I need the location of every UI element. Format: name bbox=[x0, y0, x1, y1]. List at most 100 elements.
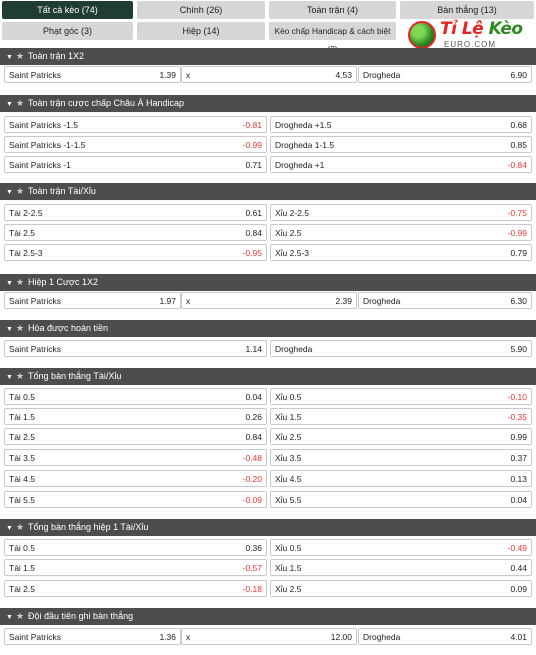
odds-cell-right[interactable]: Drogheda 1-1.5 0.85 bbox=[270, 136, 532, 153]
caret-down-icon[interactable]: ▼ bbox=[6, 280, 13, 287]
star-icon[interactable]: ★ bbox=[16, 277, 25, 287]
caret-down-icon[interactable]: ▼ bbox=[6, 614, 13, 621]
odds-cell-left[interactable]: Tài 2.5 -0.18 bbox=[4, 580, 267, 597]
odds-cell-draw[interactable]: x 12.00 bbox=[181, 628, 357, 645]
selection-label: Drogheda bbox=[363, 296, 401, 306]
tab-full-match[interactable]: Toàn trận (4) bbox=[269, 1, 396, 19]
odds-cell-left[interactable]: Tài 2-2.5 0.61 bbox=[4, 204, 267, 221]
selection-label: Tài 0.5 bbox=[9, 392, 35, 402]
odds-value: 0.37 bbox=[510, 453, 527, 463]
odds-cell-away[interactable]: Drogheda 6.30 bbox=[358, 292, 532, 309]
odds-cell-left[interactable]: Tài 2.5-3 -0.95 bbox=[4, 244, 267, 261]
odds-cell-left[interactable]: Saint Patricks -1-1.5 -0.99 bbox=[4, 136, 267, 153]
odds-value: -0.95 bbox=[242, 248, 262, 258]
odds-cell-right[interactable]: Drogheda +1 -0.84 bbox=[270, 156, 532, 173]
tilekeo-logo[interactable]: Tỉ Lệ Kèo EURO.COM bbox=[406, 18, 534, 52]
odds-cell-home[interactable]: Saint Patricks 1.97 bbox=[4, 292, 181, 309]
tab-goals[interactable]: Bàn thắng (13) bbox=[400, 1, 534, 19]
tab-handicap-margin[interactable]: Kèo chấp Handicap & cách biệt (3) bbox=[269, 22, 396, 54]
star-icon[interactable]: ★ bbox=[16, 371, 25, 381]
odds-cell-home[interactable]: Saint Patricks 1.36 bbox=[4, 628, 181, 645]
star-icon[interactable]: ★ bbox=[16, 186, 25, 196]
odds-cell-left[interactable]: Tài 1.5 -0.57 bbox=[4, 559, 267, 576]
selection-label: Xỉu 2-2.5 bbox=[275, 208, 310, 218]
section-header[interactable]: ▼ ★ Hiệp 1 Cược 1X2 bbox=[0, 274, 536, 291]
odds-cell-left[interactable]: Tài 0.5 0.04 bbox=[4, 388, 267, 405]
odds-value: 0.44 bbox=[510, 563, 527, 573]
caret-down-icon[interactable]: ▼ bbox=[6, 101, 13, 108]
logo-title: Tỉ Lệ Kèo bbox=[440, 19, 523, 39]
market-tabs: Tất cả kèo (74) Chính (26) Toàn trận (4)… bbox=[0, 0, 536, 54]
caret-down-icon[interactable]: ▼ bbox=[6, 189, 13, 196]
odds-cell-left[interactable]: Saint Patricks 1.14 bbox=[4, 340, 267, 357]
odds-cell-right[interactable]: Xỉu 3.5 0.37 bbox=[270, 449, 532, 466]
odds-cell-right[interactable]: Xỉu 2.5 -0.99 bbox=[270, 224, 532, 241]
section-header[interactable]: ▼ ★ Tổng bàn thắng hiệp 1 Tài/Xỉu bbox=[0, 519, 536, 536]
odds-cell-right[interactable]: Xỉu 1.5 0.44 bbox=[270, 559, 532, 576]
caret-down-icon[interactable]: ▼ bbox=[6, 525, 13, 532]
odds-value: 1.36 bbox=[159, 632, 176, 642]
odds-value: -0.99 bbox=[507, 228, 527, 238]
odds-cell-right[interactable]: Xỉu 5.5 0.04 bbox=[270, 491, 532, 508]
section-header[interactable]: ▼ ★ Toàn trận Tài/Xỉu bbox=[0, 183, 536, 200]
section-title: Toàn trận cược chấp Châu Á Handicap bbox=[28, 98, 185, 108]
selection-label: x bbox=[186, 70, 191, 80]
caret-down-icon[interactable]: ▼ bbox=[6, 374, 13, 381]
odds-cell-draw[interactable]: x 4.53 bbox=[181, 66, 357, 83]
selection-label: Tài 2.5 bbox=[9, 228, 35, 238]
selection-label: Saint Patricks bbox=[9, 296, 61, 306]
odds-cell-left[interactable]: Saint Patricks -1 0.71 bbox=[4, 156, 267, 173]
selection-label: Xỉu 2.5 bbox=[275, 228, 302, 238]
odds-value: 1.97 bbox=[159, 296, 176, 306]
section-header[interactable]: ▼ ★ Đội đầu tiên ghi bàn thắng bbox=[0, 608, 536, 625]
tab-all-markets[interactable]: Tất cả kèo (74) bbox=[2, 1, 133, 19]
odds-cell-left[interactable]: Tài 5.5 -0.09 bbox=[4, 491, 267, 508]
odds-value: -0.35 bbox=[507, 412, 527, 422]
logo-subtitle: EURO.COM bbox=[444, 40, 496, 49]
selection-label: Drogheda +1 bbox=[275, 160, 325, 170]
odds-cell-left[interactable]: Tài 3.5 -0.48 bbox=[4, 449, 267, 466]
selection-label: Tài 2.5-3 bbox=[9, 248, 43, 258]
odds-cell-right[interactable]: Drogheda +1.5 0.68 bbox=[270, 116, 532, 133]
odds-cell-right[interactable]: Xỉu 2.5 0.99 bbox=[270, 428, 532, 445]
odds-value: 0.84 bbox=[245, 432, 262, 442]
star-icon[interactable]: ★ bbox=[16, 323, 25, 333]
selection-label: Drogheda bbox=[363, 632, 401, 642]
odds-cell-right[interactable]: Xỉu 2.5 0.09 bbox=[270, 580, 532, 597]
odds-value: 4.01 bbox=[510, 632, 527, 642]
selection-label: Xỉu 0.5 bbox=[275, 392, 302, 402]
tab-halves[interactable]: Hiệp (14) bbox=[137, 22, 265, 40]
odds-cell-right[interactable]: Xỉu 2.5-3 0.79 bbox=[270, 244, 532, 261]
section-header[interactable]: ▼ ★ Toàn trận cược chấp Châu Á Handicap bbox=[0, 95, 536, 112]
odds-cell-right[interactable]: Xỉu 2-2.5 -0.75 bbox=[270, 204, 532, 221]
odds-cell-left[interactable]: Tài 2.5 0.84 bbox=[4, 224, 267, 241]
odds-cell-away[interactable]: Drogheda 4.01 bbox=[358, 628, 532, 645]
caret-down-icon[interactable]: ▼ bbox=[6, 54, 13, 61]
star-icon[interactable]: ★ bbox=[16, 98, 25, 108]
odds-value: -0.57 bbox=[242, 563, 262, 573]
odds-cell-left[interactable]: Tài 2.5 0.84 bbox=[4, 428, 267, 445]
odds-cell-right[interactable]: Xỉu 0.5 -0.49 bbox=[270, 539, 532, 556]
caret-down-icon[interactable]: ▼ bbox=[6, 326, 13, 333]
odds-value: 0.99 bbox=[510, 432, 527, 442]
section-header[interactable]: ▼ ★ Toàn trận 1X2 bbox=[0, 48, 536, 65]
star-icon[interactable]: ★ bbox=[16, 611, 25, 621]
odds-cell-draw[interactable]: x 2.39 bbox=[181, 292, 357, 309]
section-header[interactable]: ▼ ★ Tổng bàn thắng Tài/Xỉu bbox=[0, 368, 536, 385]
odds-cell-left[interactable]: Tài 4.5 -0.20 bbox=[4, 470, 267, 487]
odds-cell-left[interactable]: Tài 1.5 0.26 bbox=[4, 408, 267, 425]
odds-cell-left[interactable]: Tài 0.5 0.36 bbox=[4, 539, 267, 556]
tab-main[interactable]: Chính (26) bbox=[137, 1, 265, 19]
section-header[interactable]: ▼ ★ Hòa được hoàn tiền bbox=[0, 320, 536, 337]
tab-corners[interactable]: Phạt góc (3) bbox=[2, 22, 133, 40]
odds-cell-right[interactable]: Xỉu 0.5 -0.10 bbox=[270, 388, 532, 405]
odds-value: -0.81 bbox=[242, 120, 262, 130]
star-icon[interactable]: ★ bbox=[16, 522, 25, 532]
odds-cell-away[interactable]: Drogheda 6.90 bbox=[358, 66, 532, 83]
odds-cell-right[interactable]: Drogheda 5.90 bbox=[270, 340, 532, 357]
odds-cell-left[interactable]: Saint Patricks -1.5 -0.81 bbox=[4, 116, 267, 133]
star-icon[interactable]: ★ bbox=[16, 51, 25, 61]
odds-cell-home[interactable]: Saint Patricks 1.39 bbox=[4, 66, 181, 83]
odds-cell-right[interactable]: Xỉu 1.5 -0.35 bbox=[270, 408, 532, 425]
odds-cell-right[interactable]: Xỉu 4.5 0.13 bbox=[270, 470, 532, 487]
